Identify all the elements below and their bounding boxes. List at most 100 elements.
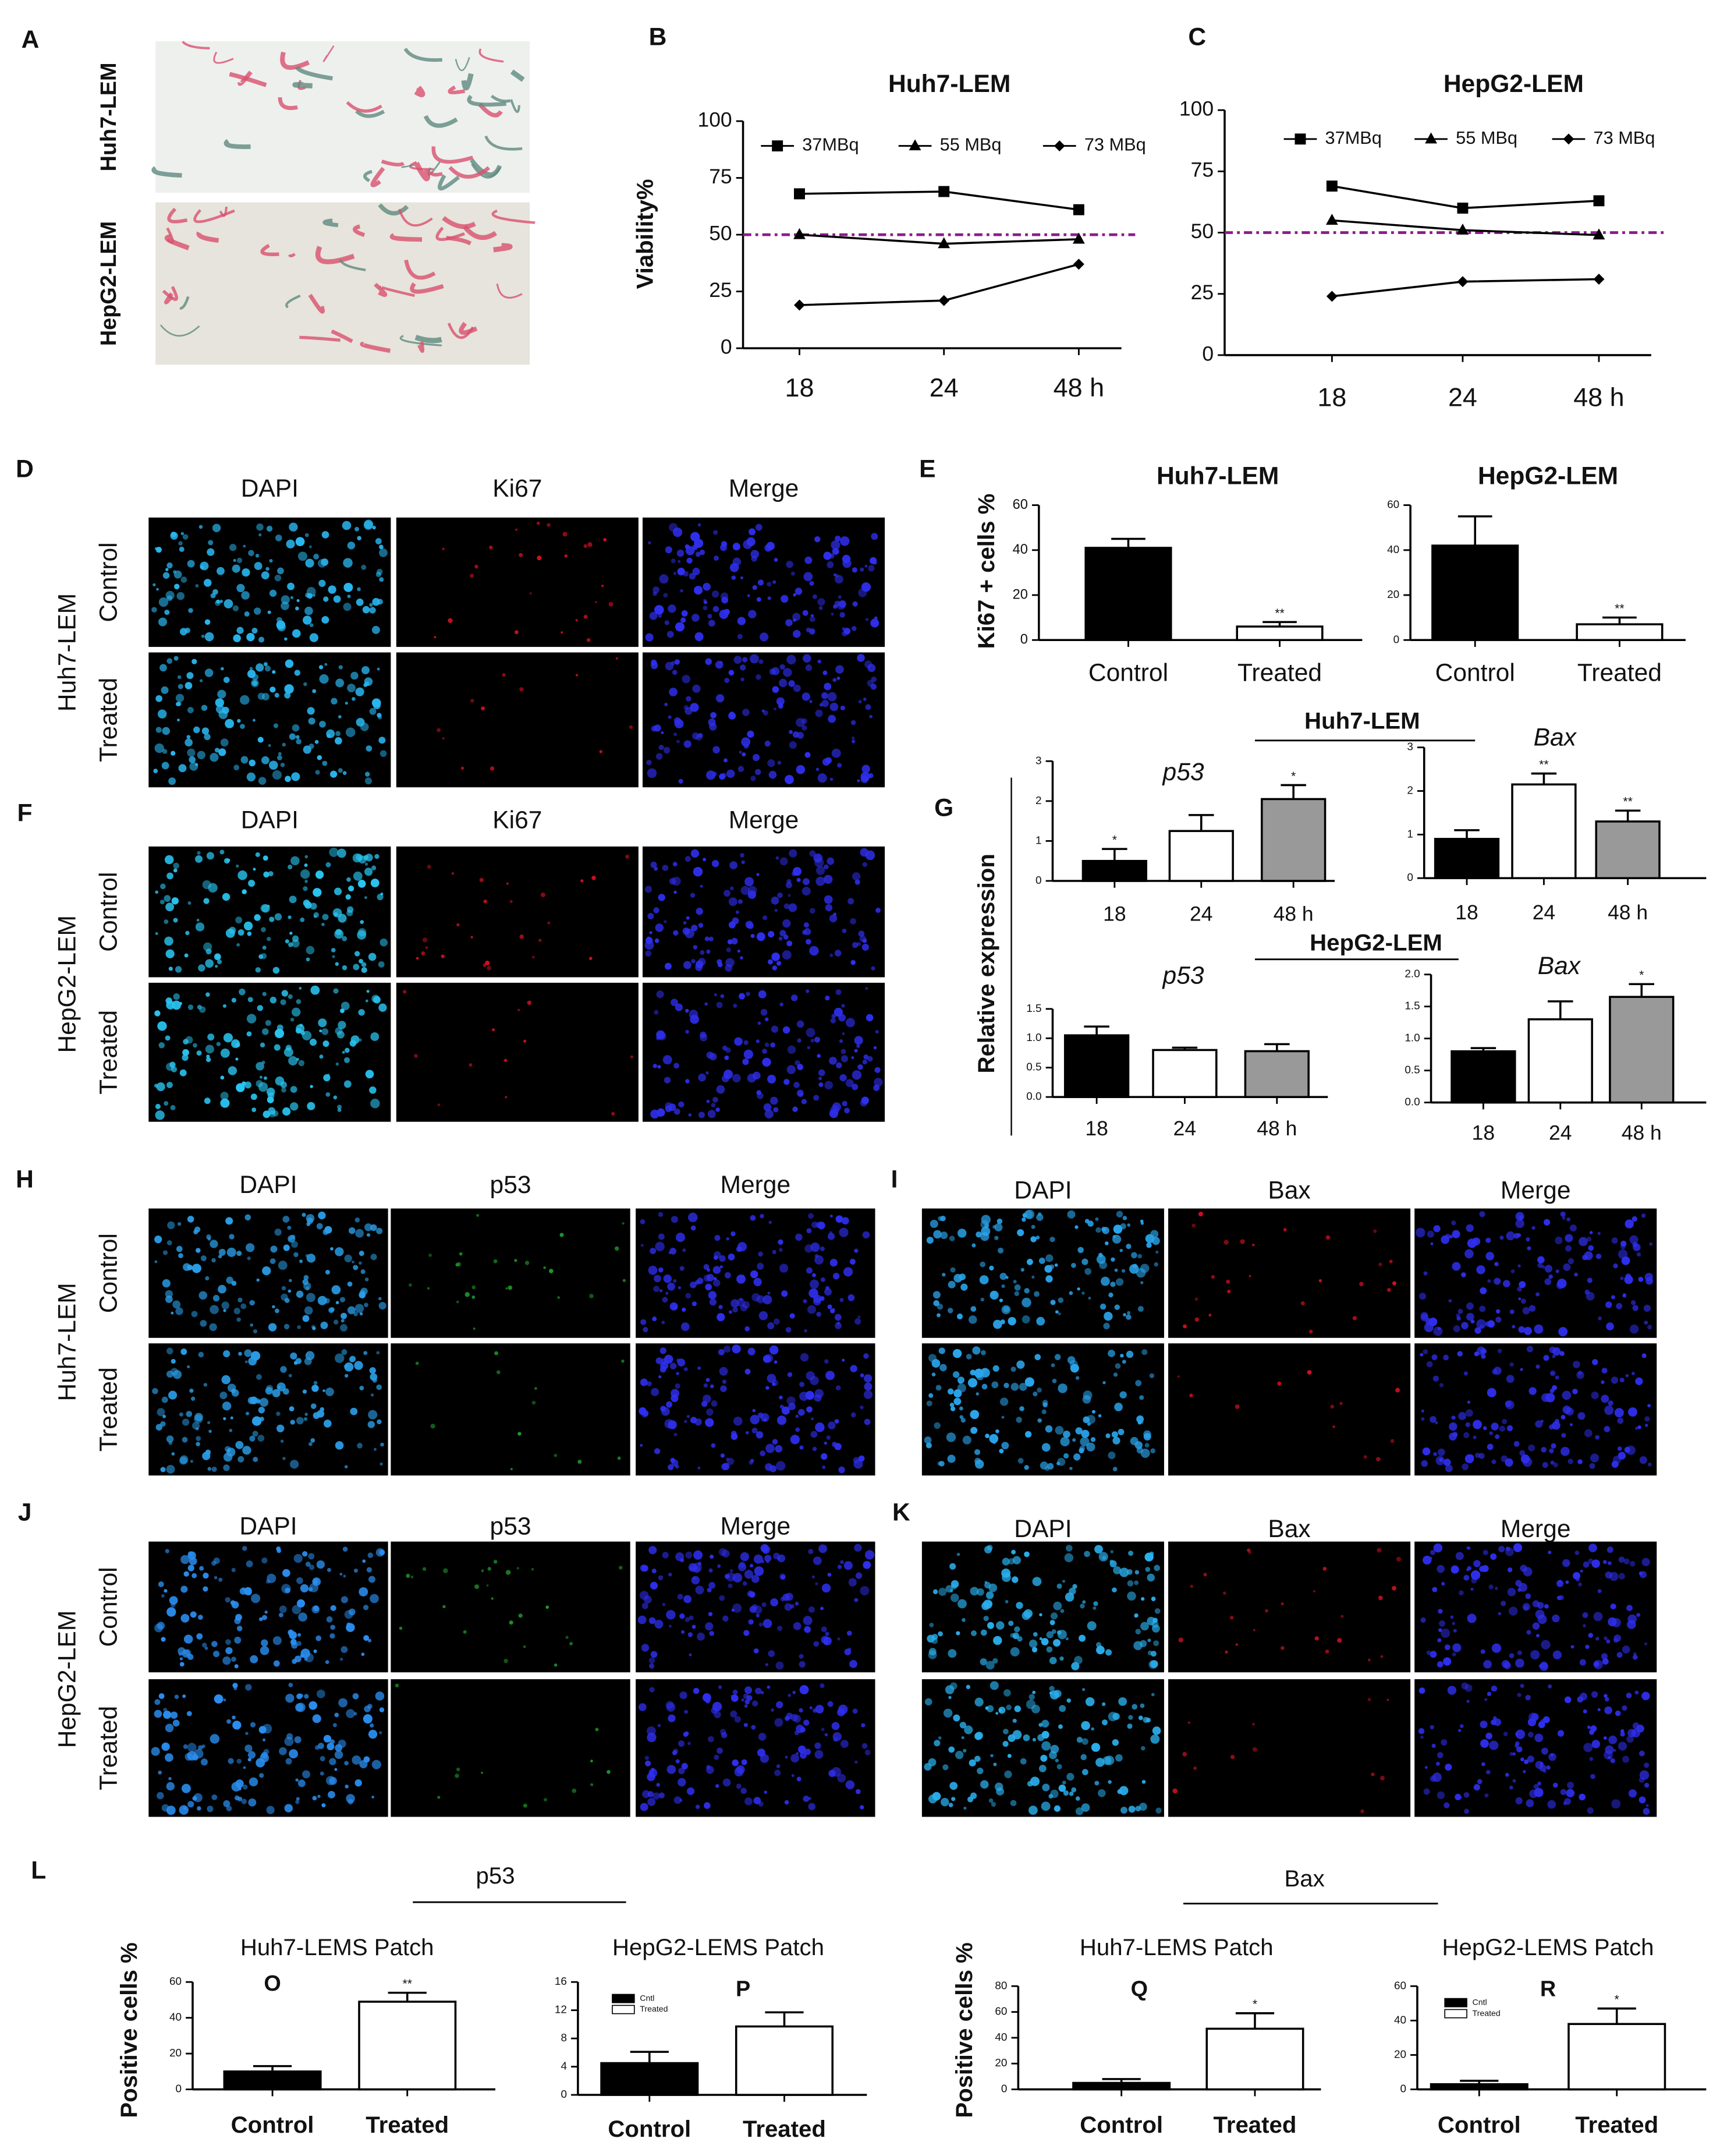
cell-signal xyxy=(315,870,324,879)
cell-signal xyxy=(754,1605,763,1614)
cell-signal xyxy=(699,549,705,555)
cell-signal xyxy=(1579,1693,1588,1701)
cell-signal xyxy=(288,1289,292,1293)
cell-signal xyxy=(1140,1449,1150,1458)
cell-signal xyxy=(1574,1550,1580,1555)
cell-signal xyxy=(1000,1319,1005,1325)
cell-signal xyxy=(1507,1567,1513,1573)
cell-signal xyxy=(194,1414,203,1424)
cell-signal xyxy=(1508,1606,1518,1616)
cell-signal xyxy=(703,858,707,862)
cell-signal xyxy=(281,1584,291,1594)
cell-signal xyxy=(703,582,711,591)
significance-label: * xyxy=(1615,1992,1619,2006)
cell-signal xyxy=(1491,1643,1502,1653)
cell-signal xyxy=(323,1734,331,1743)
cell-signal xyxy=(790,1754,799,1763)
cell-signal xyxy=(1491,1719,1496,1725)
cell-signal xyxy=(300,1648,310,1658)
cell-signal xyxy=(1340,1615,1344,1618)
cell-signal xyxy=(536,521,540,525)
cell-signal xyxy=(247,1758,251,1762)
cell-signal xyxy=(280,763,285,767)
cell-signal xyxy=(1150,1660,1158,1668)
cell-signal xyxy=(1082,1395,1091,1404)
cell-signal xyxy=(1438,1628,1442,1633)
cell-signal xyxy=(211,1794,218,1800)
x-tick-label: Treated xyxy=(743,2116,826,2142)
y-tick-label: 60 xyxy=(1394,1980,1406,1992)
cell-signal xyxy=(814,858,824,868)
cell-signal xyxy=(838,1466,845,1474)
cell-signal xyxy=(1119,1391,1127,1399)
cell-signal xyxy=(675,1233,685,1242)
cell-signal xyxy=(716,1085,725,1094)
cell-signal xyxy=(991,1801,996,1807)
cell-signal xyxy=(248,880,256,887)
cell-signal xyxy=(650,861,657,868)
cell-signal xyxy=(867,1056,873,1062)
cell-signal xyxy=(374,854,380,859)
cell-signal xyxy=(509,1620,513,1625)
cell-signal xyxy=(707,1268,711,1272)
cell-signal xyxy=(694,539,704,548)
cell-signal xyxy=(175,966,182,973)
cell-signal xyxy=(1248,1550,1252,1555)
cell-signal xyxy=(732,1690,738,1695)
cell-signal xyxy=(1538,1664,1542,1668)
cell-signal xyxy=(583,614,588,619)
tissue-fiber xyxy=(363,169,373,182)
cell-signal xyxy=(990,1754,994,1758)
cell-signal xyxy=(987,1705,994,1712)
cell-signal xyxy=(178,1652,182,1656)
cell-signal xyxy=(1628,1789,1637,1798)
legend-label: Cntl xyxy=(640,1994,654,2003)
cell-signal xyxy=(338,1698,347,1708)
cell-signal xyxy=(285,1758,292,1765)
cell-signal xyxy=(1071,1787,1077,1793)
cell-signal xyxy=(245,1732,249,1735)
cell-signal xyxy=(1010,1382,1019,1391)
cell-signal xyxy=(1566,1789,1575,1798)
cell-signal xyxy=(1518,1297,1522,1301)
cell-signal xyxy=(285,1694,295,1703)
cell-signal xyxy=(1570,1645,1574,1649)
cell-signal xyxy=(740,664,746,671)
cell-signal xyxy=(1487,1443,1494,1450)
cell-signal xyxy=(693,945,698,950)
cell-signal xyxy=(1060,1436,1070,1447)
y-tick-label: 1.5 xyxy=(1405,1000,1420,1012)
cell-signal xyxy=(671,558,676,564)
cell-signal xyxy=(1597,1708,1601,1711)
cell-signal xyxy=(234,1664,239,1669)
cell-signal xyxy=(577,1460,582,1464)
cell-signal xyxy=(804,1626,811,1633)
cell-signal xyxy=(295,1800,300,1804)
cell-signal xyxy=(675,1383,680,1389)
cell-signal xyxy=(361,564,367,570)
cell-signal xyxy=(365,999,368,1003)
cell-signal xyxy=(1029,1694,1035,1700)
cell-signal xyxy=(1115,1278,1124,1286)
cell-signal xyxy=(1091,1410,1095,1414)
cell-signal xyxy=(860,1373,864,1378)
cell-signal xyxy=(361,1652,365,1656)
cell-signal xyxy=(212,523,221,532)
cell-signal xyxy=(1120,1807,1127,1814)
cell-signal xyxy=(1527,1755,1534,1763)
cell-signal xyxy=(708,1291,717,1300)
cell-signal xyxy=(296,1797,300,1801)
cell-signal xyxy=(1552,1614,1560,1623)
cell-signal xyxy=(282,742,286,747)
cell-signal xyxy=(776,1764,781,1768)
cell-signal xyxy=(796,877,801,882)
cell-signal xyxy=(1012,1730,1022,1740)
y-tick-label: 40 xyxy=(1394,2014,1406,2026)
cell-signal xyxy=(305,1562,311,1567)
cell-signal xyxy=(1548,1684,1552,1688)
cell-signal xyxy=(249,1435,256,1442)
cell-signal xyxy=(364,1277,369,1281)
chart-title: Huh7-LEMS Patch xyxy=(1080,1934,1274,1960)
cell-signal xyxy=(181,1783,191,1793)
cell-signal xyxy=(247,1751,256,1759)
